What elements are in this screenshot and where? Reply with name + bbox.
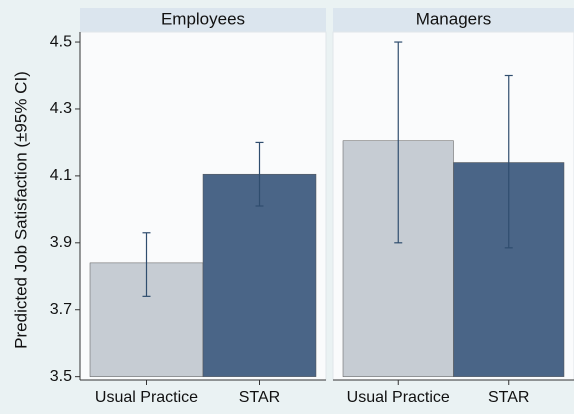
x-tick-label: STAR [488, 389, 529, 406]
panel-title: Managers [416, 9, 492, 28]
panel-header [333, 8, 574, 32]
panel-header [80, 8, 326, 32]
panel-title: Employees [161, 9, 245, 28]
x-tick-label: Usual Practice [347, 389, 450, 406]
y-tick-label: 4.1 [50, 167, 72, 184]
y-axis-label: Predicted Job Satisfaction (±95% CI) [11, 71, 30, 349]
bar [202, 173, 317, 377]
y-tick-label: 4.5 [50, 33, 72, 50]
y-tick-label: 4.3 [50, 100, 72, 117]
y-tick-label: 3.7 [50, 301, 72, 318]
x-tick-label: Usual Practice [95, 389, 198, 406]
x-tick-label: STAR [239, 389, 280, 406]
y-tick-label: 3.5 [50, 368, 72, 385]
y-tick-label: 3.9 [50, 234, 72, 251]
